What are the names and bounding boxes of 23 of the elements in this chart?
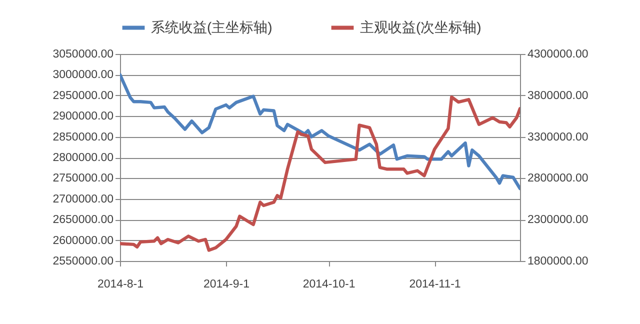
y2-tick-label: 3800000.00 (528, 90, 588, 102)
y-tick-label: 3050000.00 (52, 48, 114, 60)
y2-tick-label: 2800000.00 (528, 172, 588, 185)
y2-tick-label: 4300000.00 (528, 48, 588, 60)
y-tick-label: 2750000.00 (52, 172, 114, 185)
y-tick-label: 2650000.00 (52, 214, 114, 226)
x-tick-label: 2014-11-1 (409, 278, 461, 290)
y-tick-label: 2550000.00 (52, 256, 114, 268)
y2-tick-label: 2300000.00 (528, 214, 588, 226)
y2-tick-label: 1800000.00 (528, 256, 588, 268)
y-tick-label: 2700000.00 (52, 193, 114, 206)
y-tick-label: 2850000.00 (52, 131, 114, 144)
y-tick-label: 2800000.00 (52, 152, 114, 164)
y-tick-label: 3000000.00 (52, 69, 114, 82)
y-tick-label: 2600000.00 (52, 234, 114, 247)
y-tick-label: 2900000.00 (52, 110, 114, 123)
x-tick-label: 2014-10-1 (302, 278, 356, 290)
y2-tick-label: 3300000.00 (528, 131, 588, 144)
legend-label: 系统收益(主坐标轴) (151, 18, 272, 35)
legend-label: 主观收益(次坐标轴) (360, 18, 482, 35)
x-tick-label: 2014-8-1 (97, 278, 144, 290)
x-tick-label: 2014-9-1 (203, 278, 250, 290)
y-tick-label: 2950000.00 (52, 90, 114, 102)
